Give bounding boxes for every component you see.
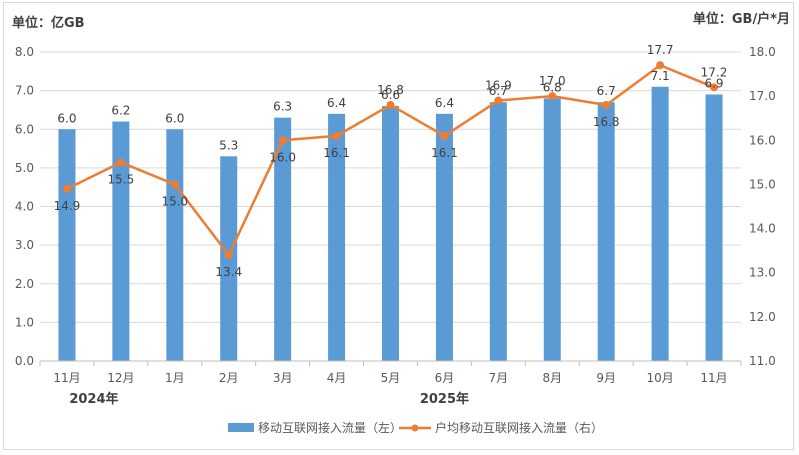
line-point [494, 96, 503, 105]
left-tick-label: 7.0 [15, 84, 34, 98]
bar [705, 94, 723, 362]
left-tick-label: 3.0 [15, 238, 34, 252]
left-tick-label: 6.0 [15, 122, 34, 136]
legend-line-marker [411, 424, 419, 432]
right-axis: 11.0 12.0 13.0 14.0 15.0 16.0 17.0 18.0 [749, 45, 776, 368]
bar-series [58, 86, 723, 362]
left-tick-label: 1.0 [15, 315, 34, 329]
left-tick-label: 4.0 [15, 200, 34, 214]
bar-value-label: 6.6 [381, 88, 400, 102]
bar [112, 121, 130, 362]
bar-value-label: 6.7 [489, 84, 508, 98]
left-unit-label: 单位：亿GB [12, 15, 85, 31]
bar-value-label: 6.2 [111, 104, 130, 118]
line-series [62, 61, 719, 260]
year-label: 2025年 [420, 391, 469, 407]
bar-value-label: 5.3 [219, 138, 238, 152]
x-axis: 11月 12月 1月 2月 3月 4月 5月 6月 7月 8月 9月 10月 11月 [39, 360, 742, 385]
bar-value-label: 6.7 [597, 84, 616, 98]
left-tick-label: 8.0 [15, 45, 34, 59]
right-unit-label: 单位：GB/户*月 [693, 11, 790, 27]
line-value-label: 13.4 [215, 265, 242, 279]
left-tick-label: 5.0 [15, 161, 34, 175]
line-value-label: 16.1 [323, 146, 350, 160]
data-labels: 6.06.26.05.36.3 6.46.66.46.7 6.8 6.77.16.91… [54, 43, 728, 279]
bar-value-label: 6.0 [57, 111, 76, 125]
right-tick-label: 14.0 [749, 222, 776, 236]
category-label: 1月 [165, 371, 185, 385]
legend: 移动互联网接入流量（左） 户均移动互联网接入流量（右） [228, 420, 603, 435]
line-value-label: 16.9 [485, 79, 512, 93]
bar-value-label: 6.4 [327, 96, 346, 110]
category-label: 2月 [219, 371, 239, 385]
line-point [62, 184, 71, 193]
bar [382, 106, 399, 361]
line-value-label: 16.8 [593, 115, 620, 129]
right-tick-label: 17.0 [749, 89, 776, 103]
right-tick-label: 15.0 [749, 177, 776, 191]
category-label: 6月 [435, 371, 455, 385]
line-value-label: 15.0 [161, 194, 188, 208]
right-tick-label: 16.0 [749, 133, 776, 147]
line-point [170, 180, 179, 189]
line-value-label: 17.0 [539, 74, 566, 88]
category-label: 10月 [646, 371, 673, 385]
line-value-label: 15.5 [108, 172, 135, 186]
bar [489, 102, 507, 362]
line-point [548, 92, 557, 101]
bar [274, 117, 292, 361]
bar-value-label: 6.0 [165, 111, 184, 125]
bar [543, 98, 561, 361]
line-value-label: 16.1 [431, 146, 458, 160]
category-label: 3月 [273, 371, 293, 385]
category-label: 11月 [700, 371, 727, 385]
right-tick-label: 11.0 [749, 354, 776, 368]
bar [435, 113, 453, 361]
line-point [440, 131, 449, 140]
line-value-label: 17.7 [647, 43, 674, 57]
line-point [386, 100, 395, 109]
category-label: 9月 [596, 371, 616, 385]
line-point [656, 61, 665, 70]
line-value-label: 16.8 [377, 83, 404, 97]
right-tick-label: 18.0 [749, 45, 776, 59]
category-label: 12月 [107, 371, 134, 385]
left-tick-label: 0.0 [15, 354, 34, 368]
category-label: 11月 [53, 371, 80, 385]
line-value-label: 14.9 [54, 199, 81, 213]
right-tick-label: 13.0 [749, 266, 776, 280]
bar-value-label: 6.9 [704, 76, 723, 90]
year-labels: 2024年 2025年 [69, 391, 469, 407]
legend-bar-swatch [228, 423, 254, 432]
legend-bar-label: 移动互联网接入流量（左） [258, 420, 402, 435]
category-label: 4月 [327, 371, 347, 385]
line-point [710, 83, 719, 92]
left-tick-label: 2.0 [15, 277, 34, 291]
line-point [224, 251, 233, 260]
left-axis: 0.0 1.0 2.0 3.0 4.0 5.0 6.0 7.0 8.0 [15, 45, 34, 368]
line-point [602, 100, 611, 109]
line-value-label: 17.2 [701, 65, 728, 79]
category-label: 5月 [381, 371, 401, 385]
bar-value-label: 6.8 [543, 80, 562, 94]
bar-value-label: 6.4 [435, 96, 454, 110]
bar [328, 113, 346, 361]
line-point [278, 136, 287, 145]
bar-value-label: 7.1 [651, 69, 670, 83]
bar [58, 129, 76, 361]
line-value-label: 16.0 [269, 150, 296, 164]
line-point [116, 158, 125, 167]
bar-value-label: 6.3 [273, 100, 292, 114]
right-tick-label: 12.0 [749, 310, 776, 324]
line-point [332, 131, 341, 140]
category-label: 8月 [542, 371, 562, 385]
bar [597, 102, 615, 362]
bar [166, 129, 184, 361]
year-label: 2024年 [69, 391, 118, 407]
legend-line-label: 户均移动互联网接入流量（右） [435, 420, 603, 435]
category-label: 7月 [489, 371, 509, 385]
bar [651, 86, 669, 361]
